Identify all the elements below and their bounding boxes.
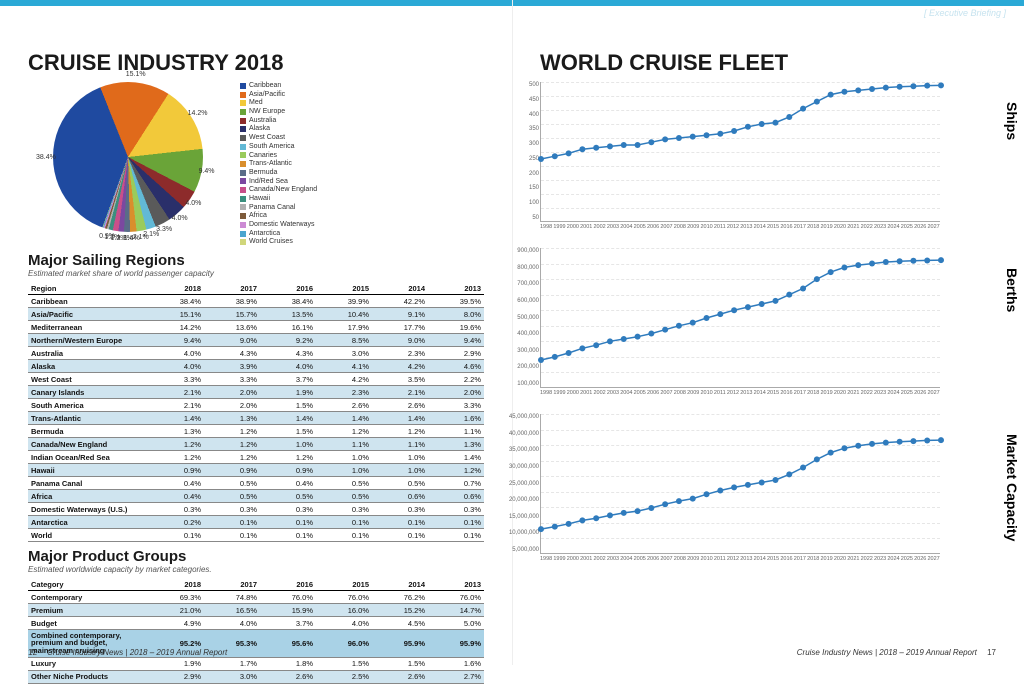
y-axis-labels: 900,000800,000700,000600,000500,000400,0… bbox=[507, 248, 539, 387]
table-row: Budget4.9%4.0%3.7%4.0%4.5%5.0% bbox=[28, 617, 484, 630]
table-row: Canary Islands2.1%2.0%1.9%2.3%2.1%2.0% bbox=[28, 386, 484, 399]
pie-legend: CaribbeanAsia/PacificMedNW EuropeAustral… bbox=[240, 82, 317, 246]
table-row: Other Niche Products2.9%3.0%2.6%2.5%2.6%… bbox=[28, 670, 484, 683]
legend-item: Canada/New England bbox=[240, 186, 317, 194]
legend-item: Canaries bbox=[240, 152, 317, 160]
legend-item: Domestic Waterways bbox=[240, 221, 317, 229]
right-title: WORLD CRUISE FLEET bbox=[540, 50, 996, 76]
col-header: 2014 bbox=[372, 282, 428, 295]
legend-item: Hawaii bbox=[240, 195, 317, 203]
left-footer-text: Cruise Industry News | 2018 – 2019 Annua… bbox=[47, 648, 227, 657]
table-row: Caribbean38.4%38.9%38.4%39.9%42.2%39.5% bbox=[28, 295, 484, 308]
pie-slice-label: 15.1% bbox=[126, 71, 146, 78]
x-axis-labels: 1998199920002001200220032004200520062007… bbox=[540, 390, 940, 396]
table-row: Panama Canal0.4%0.5%0.4%0.5%0.5%0.7% bbox=[28, 477, 484, 490]
pie-slice-label: 0.9% bbox=[99, 233, 115, 240]
legend-item: Caribbean bbox=[240, 82, 317, 90]
chart-block: 50045040035030025020015010050 1998199920… bbox=[540, 82, 996, 230]
table-row: South America2.1%2.0%1.5%2.6%2.6%3.3% bbox=[28, 399, 484, 412]
col-header: 2016 bbox=[260, 282, 316, 295]
legend-item: Panama Canal bbox=[240, 204, 317, 212]
table-row: Northern/Western Europe9.4%9.0%9.2%8.5%9… bbox=[28, 334, 484, 347]
chart-vertical-title: Berths bbox=[1004, 268, 1020, 312]
col-header: 2013 bbox=[428, 578, 484, 591]
table-row: Indian Ocean/Red Sea1.2%1.2%1.2%1.0%1.0%… bbox=[28, 451, 484, 464]
legend-item: Alaska bbox=[240, 125, 317, 133]
regions-sub: Estimated market share of world passenge… bbox=[28, 269, 484, 278]
table-row: Hawaii0.9%0.9%0.9%1.0%1.0%1.2% bbox=[28, 464, 484, 477]
left-pagenum: 12 bbox=[28, 648, 37, 657]
table-row: Trans-Atlantic1.4%1.3%1.4%1.4%1.4%1.6% bbox=[28, 412, 484, 425]
col-header: 2016 bbox=[260, 578, 316, 591]
legend-item: Australia bbox=[240, 117, 317, 125]
left-page: CRUISE INDUSTRY 2018 38.4% 15.1% 14.2% 9.4%… bbox=[0, 20, 512, 665]
table-row: Canada/New England1.2%1.2%1.0%1.1%1.1%1.… bbox=[28, 438, 484, 451]
table-row: World0.1%0.1%0.1%0.1%0.1%0.1% bbox=[28, 529, 484, 542]
table-row: Domestic Waterways (U.S.)0.3%0.3%0.3%0.3… bbox=[28, 503, 484, 516]
y-axis-labels: 45,000,00040,000,00035,000,00030,000,000… bbox=[507, 414, 539, 553]
products-heading: Major Product Groups bbox=[28, 548, 484, 565]
table-row: Bermuda1.3%1.2%1.5%1.2%1.2%1.1% bbox=[28, 425, 484, 438]
table-row: Mediterranean14.2%13.6%16.1%17.9%17.7%19… bbox=[28, 321, 484, 334]
legend-item: NW Europe bbox=[240, 108, 317, 116]
col-header: 2018 bbox=[148, 578, 204, 591]
table-row: Asia/Pacific15.1%15.7%13.5%10.4%9.1%8.0% bbox=[28, 308, 484, 321]
col-header: 2017 bbox=[204, 282, 260, 295]
legend-item: Bermuda bbox=[240, 169, 317, 177]
legend-item: Med bbox=[240, 99, 317, 107]
table-row: Antarctica0.2%0.1%0.1%0.1%0.1%0.1% bbox=[28, 516, 484, 529]
col-header: 2018 bbox=[148, 282, 204, 295]
pie-slice-label: 14.2% bbox=[188, 110, 208, 117]
col-header: Category bbox=[28, 578, 148, 591]
table-row: Contemporary69.3%74.8%76.0%76.0%76.2%76.… bbox=[28, 591, 484, 604]
col-header: 2015 bbox=[316, 282, 372, 295]
products-sub: Estimated worldwide capacity by market c… bbox=[28, 565, 484, 574]
pie-chart-wrap: 38.4%15.1%14.2%9.4%4.0%4.0%3.3%2.1%2.1%1… bbox=[28, 82, 228, 232]
chart-block: 900,000800,000700,000600,000500,000400,0… bbox=[540, 248, 996, 396]
right-page: WORLD CRUISE FLEET 500450400350300250200… bbox=[512, 20, 1024, 665]
table-row: Luxury1.9%1.7%1.8%1.5%1.5%1.6% bbox=[28, 657, 484, 670]
x-axis-labels: 1998199920002001200220032004200520062007… bbox=[540, 556, 940, 562]
col-header: 2014 bbox=[372, 578, 428, 591]
chart-vertical-title: Ships bbox=[1004, 102, 1020, 140]
chart-vertical-title: Market Capacity bbox=[1004, 434, 1020, 541]
table-row: Premium21.0%16.5%15.9%16.0%15.2%14.7% bbox=[28, 604, 484, 617]
chart-block: 45,000,00040,000,00035,000,00030,000,000… bbox=[540, 414, 996, 562]
legend-item: Ind/Red Sea bbox=[240, 178, 317, 186]
legend-item: World Cruises bbox=[240, 238, 317, 246]
y-axis-labels: 50045040035030025020015010050 bbox=[507, 82, 539, 221]
products-table: Category201820172016201520142013Contempo… bbox=[28, 578, 484, 684]
right-footer-text: Cruise Industry News | 2018 – 2019 Annua… bbox=[797, 648, 977, 657]
col-header: 2013 bbox=[428, 282, 484, 295]
pie-slice-label: 38.4% bbox=[36, 154, 56, 161]
legend-item: West Coast bbox=[240, 134, 317, 142]
legend-item: Trans-Atlantic bbox=[240, 160, 317, 168]
table-row: West Coast3.3%3.3%3.7%4.2%3.5%2.2% bbox=[28, 373, 484, 386]
col-header: 2017 bbox=[204, 578, 260, 591]
table-row: Africa0.4%0.5%0.5%0.5%0.6%0.6% bbox=[28, 490, 484, 503]
legend-item: Antarctica bbox=[240, 230, 317, 238]
regions-table: Region201820172016201520142013Caribbean3… bbox=[28, 282, 484, 542]
line-chart: 45,000,00040,000,00035,000,00030,000,000… bbox=[540, 414, 940, 554]
right-footer: Cruise Industry News | 2018 – 2019 Annua… bbox=[797, 648, 996, 657]
col-header: 2015 bbox=[316, 578, 372, 591]
table-row: Australia4.0%4.3%4.3%3.0%2.3%2.9% bbox=[28, 347, 484, 360]
legend-item: Asia/Pacific bbox=[240, 91, 317, 99]
pie-slice-label: 4.0% bbox=[185, 200, 201, 207]
col-header: Region bbox=[28, 282, 148, 295]
executive-briefing-tag: [ Executive Briefing ] bbox=[924, 8, 1006, 18]
x-axis-labels: 1998199920002001200220032004200520062007… bbox=[540, 224, 940, 230]
legend-item: South America bbox=[240, 143, 317, 151]
pie-slice-label: 4.0% bbox=[172, 215, 188, 222]
line-chart: 900,000800,000700,000600,000500,000400,0… bbox=[540, 248, 940, 388]
pie-slice-label: 9.4% bbox=[199, 168, 215, 175]
left-title: CRUISE INDUSTRY 2018 bbox=[28, 50, 484, 76]
table-row: Alaska4.0%3.9%4.0%4.1%4.2%4.6% bbox=[28, 360, 484, 373]
left-footer: 12 Cruise Industry News | 2018 – 2019 An… bbox=[28, 648, 227, 657]
legend-item: Africa bbox=[240, 212, 317, 220]
regions-heading: Major Sailing Regions bbox=[28, 252, 484, 269]
pie-chart bbox=[53, 82, 203, 232]
right-pagenum: 17 bbox=[987, 648, 996, 657]
line-chart: 50045040035030025020015010050 bbox=[540, 82, 940, 222]
